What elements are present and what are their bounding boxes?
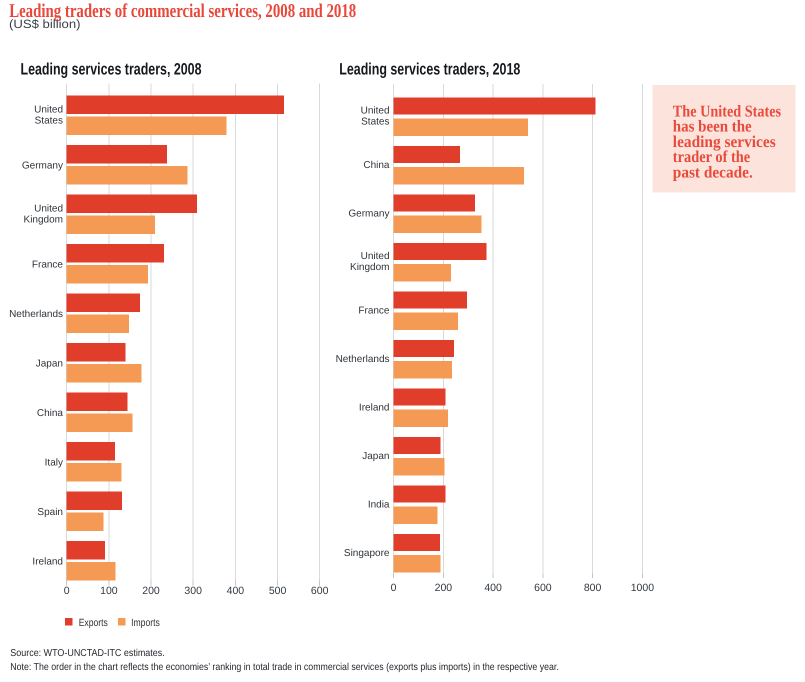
svg-text:300: 300 [184, 585, 202, 597]
svg-text:United: United [34, 204, 63, 215]
svg-text:Imports: Imports [131, 617, 160, 629]
svg-text:The United States: The United States [673, 101, 782, 120]
svg-text:Leading services traders, 2018: Leading services traders, 2018 [339, 61, 520, 79]
svg-text:India: India [368, 500, 390, 511]
svg-text:China: China [363, 160, 390, 171]
svg-text:400: 400 [227, 585, 245, 597]
svg-text:Netherlands: Netherlands [336, 354, 390, 365]
svg-text:has been the: has been the [673, 117, 752, 136]
svg-text:600: 600 [311, 585, 329, 597]
svg-text:leading services: leading services [673, 132, 776, 151]
svg-text:0: 0 [64, 585, 70, 597]
svg-text:Leading traders of commercial: Leading traders of commercial services, … [9, 1, 356, 22]
svg-text:600: 600 [534, 582, 552, 594]
svg-text:200: 200 [435, 582, 453, 594]
svg-text:Spain: Spain [37, 507, 63, 518]
svg-text:(US$ billion): (US$ billion) [9, 17, 81, 31]
svg-text:past decade.: past decade. [673, 162, 753, 181]
svg-text:Ireland: Ireland [32, 556, 63, 567]
svg-text:States: States [361, 116, 389, 127]
svg-text:Exports: Exports [79, 617, 108, 629]
svg-text:France: France [32, 259, 64, 270]
svg-text:Note: The order in the chart r: Note: The order in the chart reflects th… [10, 662, 559, 673]
svg-text:1000: 1000 [631, 582, 655, 594]
svg-text:Leading services traders, 2008: Leading services traders, 2008 [21, 61, 202, 79]
svg-text:400: 400 [484, 582, 502, 594]
svg-text:100: 100 [100, 585, 118, 597]
svg-text:0: 0 [391, 582, 397, 594]
svg-text:800: 800 [584, 582, 602, 594]
svg-text:Germany: Germany [348, 209, 389, 220]
svg-text:Italy: Italy [45, 457, 63, 468]
svg-text:United: United [361, 251, 390, 262]
svg-text:Kingdom: Kingdom [350, 262, 389, 273]
svg-text:United: United [34, 105, 63, 116]
svg-text:Germany: Germany [22, 160, 63, 171]
svg-text:Japan: Japan [36, 358, 63, 369]
svg-text:500: 500 [269, 585, 287, 597]
svg-text:trader of the: trader of the [673, 147, 750, 166]
svg-text:Ireland: Ireland [359, 403, 390, 414]
svg-text:Japan: Japan [362, 451, 389, 462]
svg-text:Source: WTO-UNCTAD-ITC estimat: Source: WTO-UNCTAD-ITC estimates. [10, 648, 164, 659]
svg-text:China: China [37, 408, 64, 419]
svg-text:United: United [361, 105, 390, 116]
svg-text:200: 200 [142, 585, 160, 597]
svg-text:Singapore: Singapore [344, 548, 390, 559]
svg-text:Netherlands: Netherlands [9, 309, 63, 320]
svg-text:Kingdom: Kingdom [24, 215, 63, 226]
svg-text:France: France [358, 306, 390, 317]
svg-text:States: States [35, 116, 63, 127]
